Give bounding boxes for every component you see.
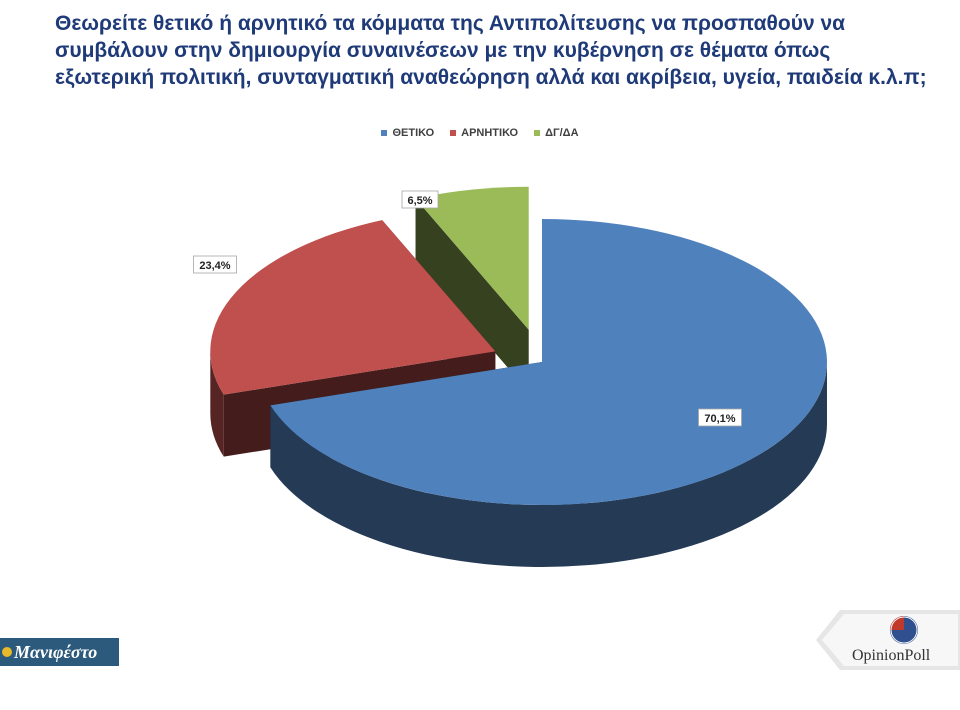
manifesto-logo-dot — [2, 647, 12, 657]
legend-swatch-negative — [450, 130, 457, 136]
pie-slice-dont-know — [415, 186, 529, 392]
manifesto-logo-text: Μανιφέστο — [14, 641, 98, 662]
data-label-box-positive — [698, 408, 742, 427]
data-label-dont-know: 6,5% — [407, 195, 432, 207]
data-label-positive: 70,1% — [704, 413, 735, 425]
manifesto-logo: Μανιφέστο — [0, 638, 119, 666]
legend-item-negative: ΑΡΝΗΤΙΚΟ — [450, 127, 518, 139]
legend-label-positive: ΘΕΤΙΚΟ — [392, 127, 435, 139]
data-label-negative: 23,4% — [199, 260, 230, 272]
legend-swatch-positive — [381, 130, 388, 136]
chart-title: Θεωρείτε θετικό ή αρνητικό τα κόμματα τη… — [55, 12, 927, 89]
data-label-box-dont-know — [401, 190, 439, 209]
pie-slice-positive — [270, 219, 828, 567]
legend-swatch-dont-know — [534, 130, 541, 136]
opinionpoll-logo-text: OpinionPoll — [852, 647, 931, 664]
legend-item-positive: ΘΕΤΙΚΟ — [381, 127, 434, 139]
data-label-box-negative — [193, 255, 237, 274]
legend: ΘΕΤΙΚΟ ΑΡΝΗΤΙΚΟ ΔΓ/ΔΑ — [0, 127, 960, 139]
opinionpoll-logo — [816, 610, 960, 670]
legend-label-negative: ΑΡΝΗΤΙΚΟ — [461, 127, 519, 139]
legend-item-dont-know: ΔΓ/ΔΑ — [534, 127, 579, 139]
legend-label-dont-know: ΔΓ/ΔΑ — [545, 127, 579, 139]
